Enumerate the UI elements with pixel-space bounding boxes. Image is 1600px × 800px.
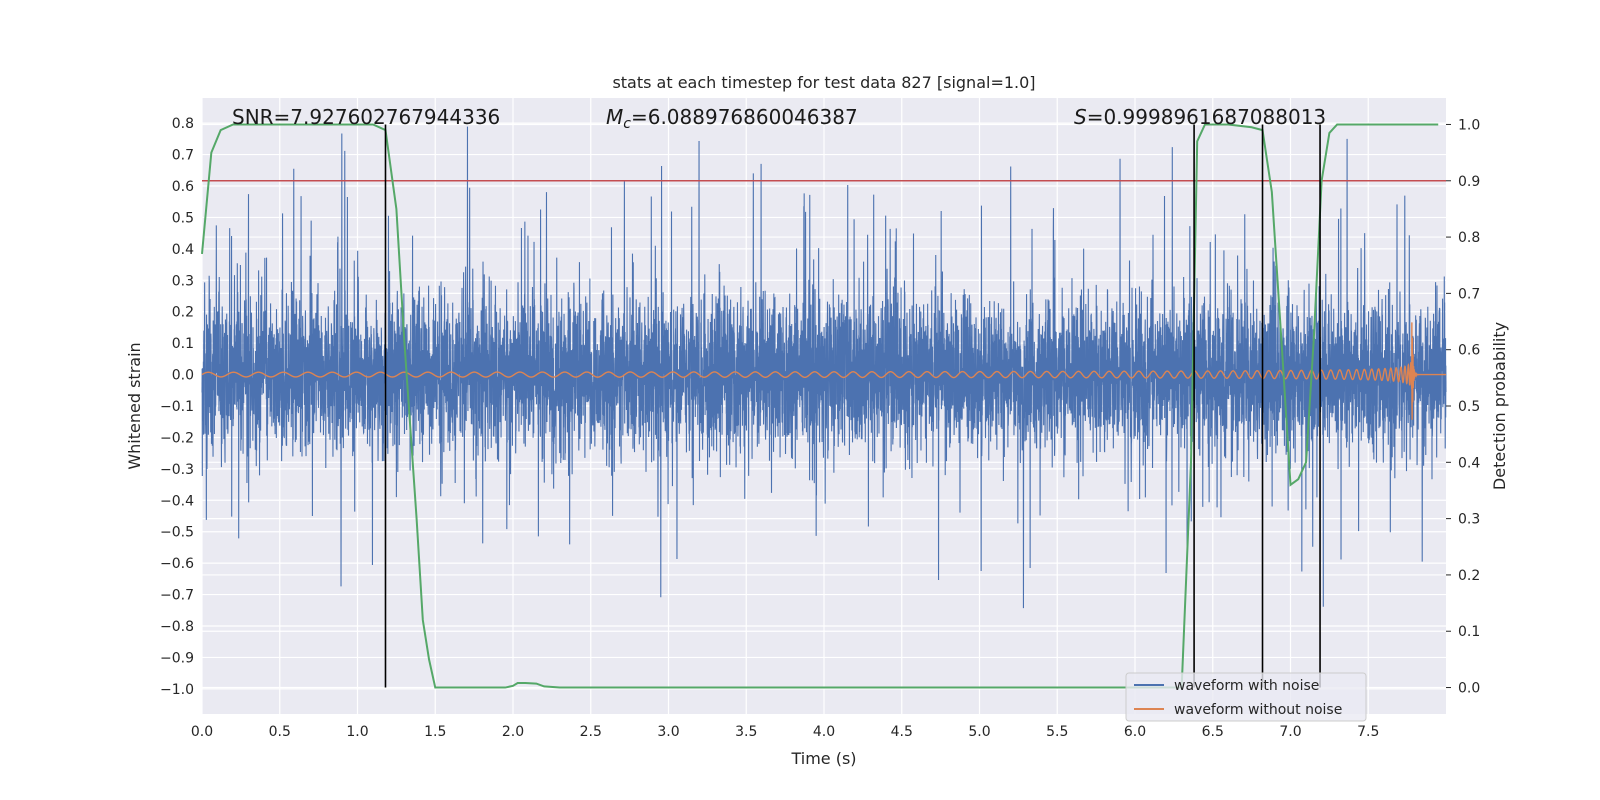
y-tick-label: −1.0 [160, 682, 194, 698]
noise-waveform-line [201, 126, 1447, 609]
y-tick-label: −0.6 [160, 556, 194, 572]
x-tick-label: 1.5 [424, 724, 446, 740]
y-tick-label: 0.1 [172, 336, 194, 352]
series-waveform-with-noise [201, 126, 1447, 609]
probability-line [201, 123, 1439, 689]
y-tick-label: −0.1 [160, 399, 194, 415]
y-tick-label: 0.6 [172, 179, 194, 195]
y2-axis-label: Detection probability [1490, 322, 1509, 490]
y2-tick-label: 1.0 [1458, 117, 1480, 133]
y2-tick-label: 0.0 [1458, 681, 1480, 697]
y2-tick-label: 0.6 [1458, 343, 1480, 359]
x-tick-label: 1.0 [346, 724, 368, 740]
x-tick-label: 4.5 [891, 724, 913, 740]
x-tick-label: 7.5 [1357, 724, 1379, 740]
y2-tick-label: 0.5 [1458, 399, 1480, 415]
y2-tick-label: 0.2 [1458, 568, 1480, 584]
y-tick-label: −0.2 [160, 430, 194, 446]
s-value: =0.9998961687088013 [1087, 105, 1326, 129]
x-tick-label: 2.0 [502, 724, 524, 740]
x-axis-label: Time (s) [790, 749, 856, 768]
ticks: 0.0 0.5 1.0 1.5 2.0 2.5 3.0 3.5 4.0 4.5 5.0 5.5 6.0 6… [160, 116, 1480, 740]
y2-tick-label: 0.3 [1458, 512, 1480, 528]
x-tick-label: 0.5 [269, 724, 291, 740]
legend-box [1125, 672, 1367, 722]
x-tick-label: 5.0 [968, 724, 990, 740]
chart-title: stats at each timestep for test data 827… [612, 73, 1035, 92]
x-tick-label: 3.5 [735, 724, 757, 740]
x-tick-label: 5.5 [1046, 724, 1068, 740]
x-tick-label: 6.5 [1202, 724, 1224, 740]
y2-tick-label: 0.7 [1458, 286, 1480, 302]
legend-label-noise: waveform with noise [1174, 678, 1319, 694]
series-detection-probability [201, 123, 1439, 689]
y-tick-label: −0.3 [160, 462, 194, 478]
s-annotation: S=0.9998961687088013 [1074, 105, 1326, 129]
x-tick-label: 7.0 [1279, 724, 1301, 740]
x-tick-label: 2.5 [580, 724, 602, 740]
legend: waveform with noise waveform without noi… [1125, 672, 1367, 722]
y-tick-label: −0.8 [160, 619, 194, 635]
vline-layer [384, 124, 1321, 688]
legend-label-clean: waveform without noise [1174, 702, 1342, 718]
y2-tick-label: 0.4 [1458, 455, 1480, 471]
y-tick-label: 0.4 [172, 242, 194, 258]
mc-value: =6.088976860046387 [631, 105, 858, 129]
y2-tick-label: 0.9 [1458, 174, 1480, 190]
y-tick-label: 0.5 [172, 210, 194, 226]
y-tick-label: 0.8 [172, 116, 194, 132]
mc-symbol: M [606, 105, 623, 129]
y-tick-label: 0.2 [172, 305, 194, 321]
s-symbol: S [1074, 105, 1087, 129]
y-axis-label: Whitened strain [125, 342, 144, 469]
y-tick-label: −0.9 [160, 650, 194, 666]
mc-annotation: Mc=6.088976860046387 [606, 105, 858, 132]
x-tick-label: 3.0 [657, 724, 679, 740]
x-tick-label: 6.0 [1124, 724, 1146, 740]
y2-tick-label: 0.1 [1458, 624, 1480, 640]
mc-subscript: c [623, 116, 631, 132]
y-tick-label: 0.0 [172, 368, 194, 384]
snr-annotation: SNR=7.927602767944336 [232, 105, 500, 129]
y-tick-label: −0.5 [160, 525, 194, 541]
y-tick-label: 0.7 [172, 148, 194, 164]
y-tick-label: 0.3 [172, 273, 194, 289]
y-tick-label: −0.7 [160, 588, 194, 604]
series-waveform-without-noise [201, 322, 1446, 420]
x-tick-label: 0.0 [191, 724, 213, 740]
y2-tick-label: 0.8 [1458, 230, 1480, 246]
clean-waveform-line [201, 322, 1446, 420]
x-tick-label: 4.0 [813, 724, 835, 740]
y-tick-label: −0.4 [160, 493, 194, 509]
